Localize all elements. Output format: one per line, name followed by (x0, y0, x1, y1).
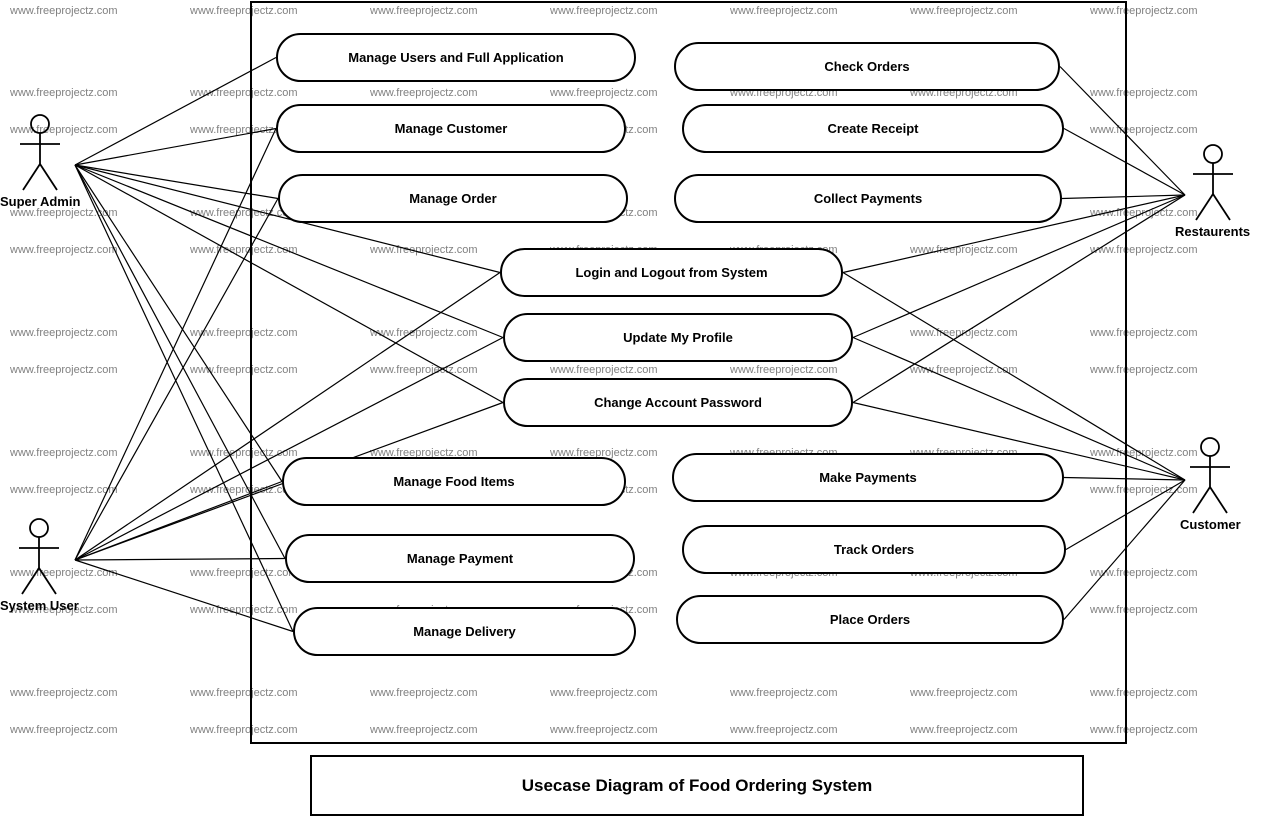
watermark-text: www.freeprojectz.com (10, 447, 118, 459)
actor-label: Customer (1180, 517, 1241, 532)
watermark-text: www.freeprojectz.com (10, 484, 118, 496)
usecase-label: Track Orders (834, 542, 914, 557)
stick-figure-icon (14, 516, 64, 596)
uc-manage-payment: Manage Payment (285, 534, 635, 583)
watermark-text: www.freeprojectz.com (10, 5, 118, 17)
usecase-label: Manage Customer (395, 121, 508, 136)
stick-figure-icon (1188, 142, 1238, 222)
uc-manage-customer: Manage Customer (276, 104, 626, 153)
usecase-label: Manage Users and Full Application (348, 50, 564, 65)
actor-super-admin: Super Admin (0, 112, 80, 209)
uc-manage-delivery: Manage Delivery (293, 607, 636, 656)
usecase-label: Manage Payment (407, 551, 513, 566)
usecase-label: Collect Payments (814, 191, 922, 206)
actor-label: Super Admin (0, 194, 80, 209)
title-text: Usecase Diagram of Food Ordering System (522, 776, 873, 796)
uc-create-receipt: Create Receipt (682, 104, 1064, 153)
actor-restaurants: Restaurents (1175, 142, 1250, 239)
usecase-label: Manage Food Items (393, 474, 514, 489)
usecase-label: Check Orders (824, 59, 909, 74)
actor-system-user: System User (0, 516, 79, 613)
actor-label: Restaurents (1175, 224, 1250, 239)
uc-password: Change Account Password (503, 378, 853, 427)
watermark-text: www.freeprojectz.com (10, 364, 118, 376)
uc-manage-users: Manage Users and Full Application (276, 33, 636, 82)
uc-profile: Update My Profile (503, 313, 853, 362)
watermark-text: www.freeprojectz.com (10, 244, 118, 256)
uc-manage-order: Manage Order (278, 174, 628, 223)
uc-collect-payments: Collect Payments (674, 174, 1062, 223)
usecase-label: Login and Logout from System (575, 265, 767, 280)
uc-manage-food: Manage Food Items (282, 457, 626, 506)
stick-figure-icon (15, 112, 65, 192)
usecase-label: Create Receipt (827, 121, 918, 136)
actor-label: System User (0, 598, 79, 613)
usecase-label: Manage Order (409, 191, 496, 206)
uc-check-orders: Check Orders (674, 42, 1060, 91)
actor-customer: Customer (1180, 435, 1241, 532)
watermark-text: www.freeprojectz.com (10, 724, 118, 736)
stick-figure-icon (1185, 435, 1235, 515)
uc-make-payments: Make Payments (672, 453, 1064, 502)
usecase-label: Update My Profile (623, 330, 733, 345)
usecase-label: Place Orders (830, 612, 910, 627)
diagram-title: Usecase Diagram of Food Ordering System (310, 755, 1084, 816)
uc-place-orders: Place Orders (676, 595, 1064, 644)
uc-track-orders: Track Orders (682, 525, 1066, 574)
usecase-label: Make Payments (819, 470, 917, 485)
uc-login: Login and Logout from System (500, 248, 843, 297)
watermark-text: www.freeprojectz.com (10, 327, 118, 339)
usecase-label: Manage Delivery (413, 624, 516, 639)
usecase-label: Change Account Password (594, 395, 762, 410)
watermark-text: www.freeprojectz.com (10, 87, 118, 99)
watermark-text: www.freeprojectz.com (10, 687, 118, 699)
